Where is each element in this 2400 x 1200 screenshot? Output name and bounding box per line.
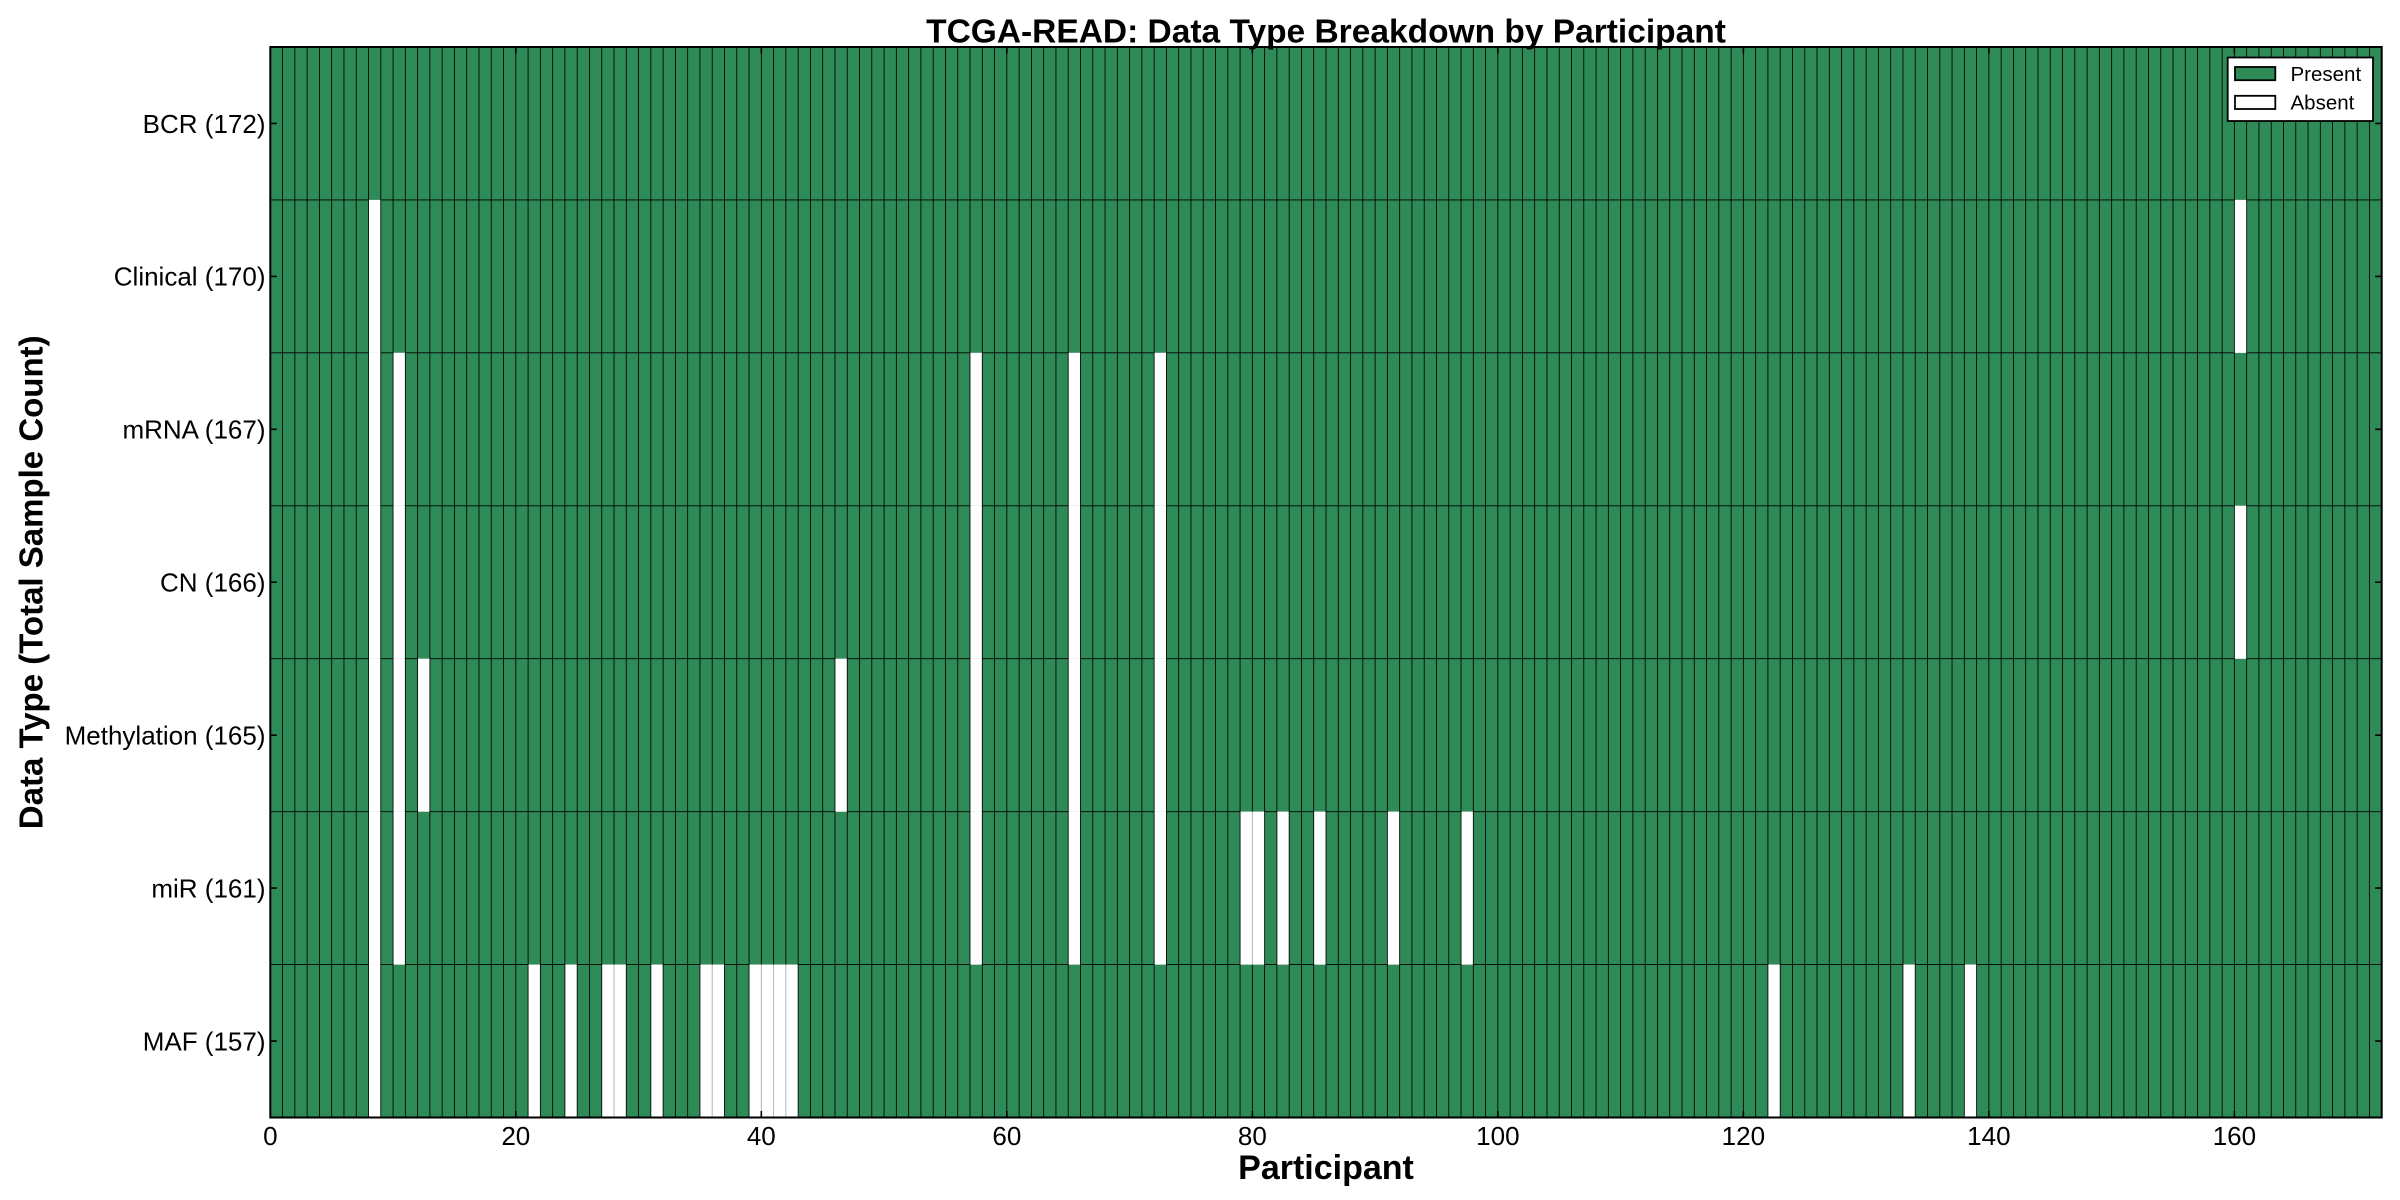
svg-text:140: 140 (1967, 1121, 2010, 1151)
svg-text:20: 20 (501, 1121, 530, 1151)
svg-text:BCR (172): BCR (172) (143, 109, 266, 139)
svg-text:CN (166): CN (166) (160, 568, 265, 598)
svg-text:TCGA-READ: Data Type Breakdown: TCGA-READ: Data Type Breakdown by Partic… (926, 14, 1726, 51)
svg-text:40: 40 (747, 1121, 776, 1151)
svg-text:Clinical (170): Clinical (170) (114, 262, 266, 292)
svg-text:mRNA (167): mRNA (167) (122, 415, 265, 445)
svg-text:100: 100 (1476, 1121, 1519, 1151)
svg-text:0: 0 (263, 1121, 277, 1151)
svg-text:60: 60 (992, 1121, 1021, 1151)
svg-text:120: 120 (1722, 1121, 1765, 1151)
svg-text:Absent: Absent (2291, 92, 2355, 115)
svg-text:Data Type (Total Sample Count): Data Type (Total Sample Count) (13, 335, 50, 829)
svg-text:Present: Present (2291, 63, 2362, 86)
svg-text:Methylation (165): Methylation (165) (65, 720, 266, 750)
svg-text:Participant: Participant (1238, 1149, 1414, 1187)
svg-text:MAF (157): MAF (157) (143, 1026, 266, 1056)
svg-text:80: 80 (1238, 1121, 1267, 1151)
svg-text:miR (161): miR (161) (151, 873, 265, 903)
svg-text:160: 160 (2213, 1121, 2256, 1151)
